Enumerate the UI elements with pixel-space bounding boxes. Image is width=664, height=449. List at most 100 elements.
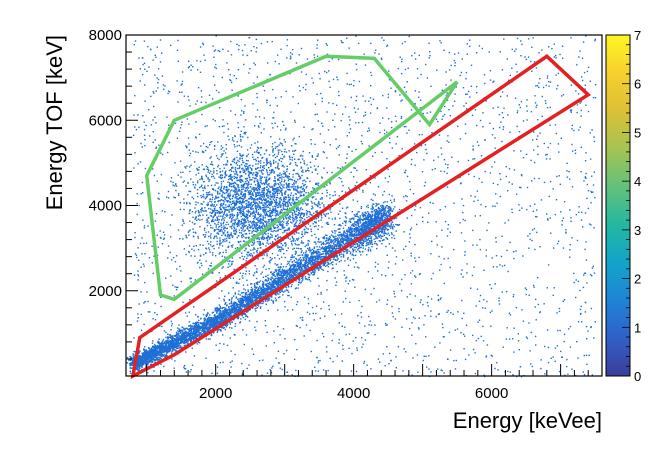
data-point — [261, 292, 264, 294]
data-point — [393, 198, 395, 201]
data-point — [387, 232, 390, 234]
data-point — [377, 215, 379, 217]
data-point — [390, 208, 392, 210]
data-point — [356, 236, 358, 238]
data-point — [293, 256, 295, 258]
data-point — [382, 226, 384, 228]
data-point — [165, 344, 168, 346]
data-point — [233, 318, 235, 321]
data-point — [199, 333, 201, 335]
data-point — [360, 225, 363, 227]
data-point — [206, 318, 208, 321]
data-point — [282, 294, 284, 296]
data-point — [216, 310, 219, 312]
data-point — [297, 287, 299, 289]
data-point — [381, 220, 384, 222]
data-point — [359, 242, 362, 244]
data-point — [186, 328, 189, 330]
data-point — [253, 290, 255, 293]
data-point — [267, 297, 269, 299]
data-point — [211, 334, 213, 336]
data-point — [305, 250, 308, 252]
data-point — [354, 236, 356, 238]
data-point — [276, 280, 278, 282]
data-point — [321, 248, 323, 250]
data-point — [236, 305, 239, 308]
data-point — [246, 303, 248, 306]
data-point — [325, 243, 327, 245]
data-point — [274, 275, 276, 277]
data-point — [366, 241, 368, 244]
data-point — [148, 349, 150, 352]
data-point — [367, 214, 369, 216]
data-point — [382, 225, 385, 227]
data-point — [260, 302, 262, 305]
data-point — [175, 340, 177, 342]
data-point — [330, 261, 333, 264]
data-point — [269, 278, 272, 281]
data-point — [381, 207, 384, 210]
data-point — [275, 299, 278, 301]
data-point — [332, 242, 335, 244]
data-point — [366, 218, 368, 220]
data-point — [182, 337, 184, 339]
data-point — [154, 346, 156, 348]
data-point — [142, 362, 144, 365]
data-point — [207, 312, 209, 314]
data-point — [228, 303, 231, 305]
data-point — [294, 288, 297, 290]
data-point — [312, 268, 315, 271]
data-point — [211, 320, 213, 322]
data-point — [139, 362, 141, 364]
data-point — [255, 305, 257, 307]
data-point — [275, 294, 277, 296]
data-point — [183, 327, 185, 329]
data-point — [137, 361, 140, 364]
data-point — [361, 224, 363, 226]
data-point — [183, 342, 185, 344]
data-point — [387, 217, 389, 219]
data-point — [338, 231, 340, 233]
data-point — [163, 345, 165, 348]
data-point — [154, 346, 156, 349]
data-point — [388, 208, 390, 210]
data-point — [160, 363, 162, 366]
data-point — [239, 294, 241, 296]
data-point — [216, 315, 218, 318]
data-point — [141, 354, 144, 356]
data-point — [163, 351, 165, 353]
data-point — [280, 280, 282, 283]
data-point — [347, 242, 349, 245]
data-point — [233, 301, 235, 303]
data-point — [288, 264, 291, 266]
data-point — [285, 265, 287, 268]
data-point — [150, 356, 153, 358]
data-point — [356, 221, 358, 223]
data-point — [369, 237, 371, 239]
data-point — [335, 247, 338, 249]
data-point — [280, 274, 283, 277]
data-point — [301, 268, 304, 270]
data-point — [247, 289, 249, 291]
data-point — [272, 274, 274, 277]
data-point — [140, 358, 143, 360]
data-point — [190, 339, 192, 341]
data-point — [282, 279, 285, 281]
data-point — [298, 272, 300, 274]
data-point — [366, 242, 368, 245]
data-point — [241, 315, 243, 317]
data-point — [361, 218, 363, 221]
data-point — [193, 336, 195, 339]
data-point — [351, 232, 353, 234]
data-point — [340, 251, 342, 253]
data-point — [168, 341, 170, 343]
data-point — [302, 256, 304, 259]
data-point — [318, 255, 320, 257]
data-point — [341, 244, 343, 246]
data-point — [379, 221, 381, 223]
data-point — [224, 314, 226, 316]
data-point — [325, 247, 327, 250]
data-point — [287, 269, 289, 271]
data-point — [224, 308, 226, 311]
data-point — [368, 240, 371, 242]
